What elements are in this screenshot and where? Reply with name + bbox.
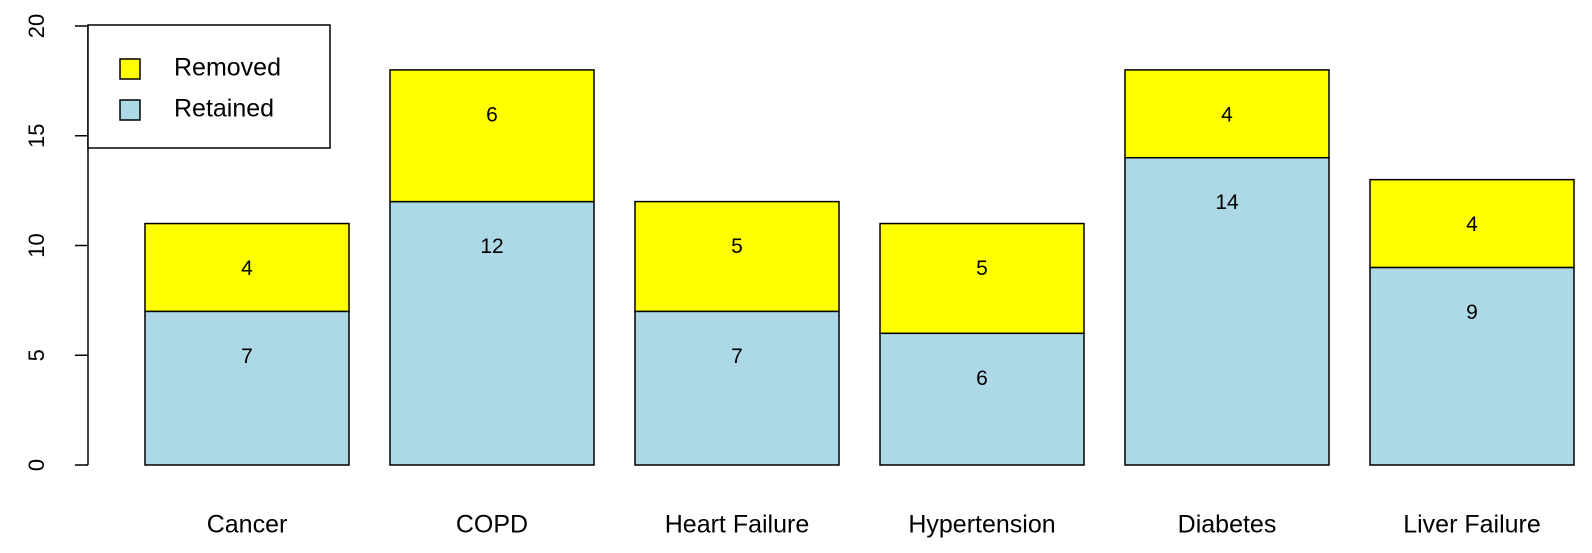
data-label: 4 (241, 257, 253, 280)
data-label: 6 (976, 367, 988, 390)
x-tick-label: Heart Failure (665, 511, 810, 539)
data-label: 4 (1466, 213, 1478, 236)
x-tick-label: COPD (456, 511, 528, 539)
bar-segment (634, 310, 840, 466)
y-tick-label: 15 (24, 124, 49, 148)
x-tick-label: Diabetes (1178, 511, 1277, 539)
data-label: 5 (731, 235, 743, 258)
data-label: 7 (731, 345, 743, 368)
x-tick-label: Hypertension (908, 511, 1055, 539)
bar-segment (1124, 156, 1330, 466)
y-tick-label: 20 (24, 14, 49, 38)
legend-label: Removed (174, 54, 281, 82)
data-label: 5 (976, 257, 988, 280)
x-tick-label: Cancer (207, 511, 288, 539)
data-label: 4 (1221, 103, 1233, 126)
y-tick-label: 0 (24, 459, 49, 471)
data-label: 9 (1466, 301, 1478, 324)
legend-swatch (119, 99, 141, 121)
y-tick-label: 10 (24, 233, 49, 257)
bar-segment (1369, 178, 1575, 269)
bar-segment (879, 332, 1085, 466)
bar-segment (144, 222, 350, 313)
legend-box (87, 24, 331, 149)
data-label: 12 (480, 235, 503, 258)
x-tick-label: Liver Failure (1403, 511, 1541, 539)
data-label: 14 (1215, 191, 1239, 214)
legend-label: Retained (174, 95, 274, 123)
bar-segment (879, 222, 1085, 335)
data-label: 7 (241, 345, 253, 368)
bar-segment (634, 200, 840, 313)
legend-swatch (119, 58, 141, 80)
data-label: 6 (486, 103, 498, 126)
bar-segment (1369, 266, 1575, 466)
bar-segment (1124, 69, 1330, 159)
bar-segment (144, 310, 350, 466)
y-tick-label: 5 (24, 349, 49, 361)
bar-segment (389, 69, 595, 203)
bar-segment (389, 200, 595, 466)
